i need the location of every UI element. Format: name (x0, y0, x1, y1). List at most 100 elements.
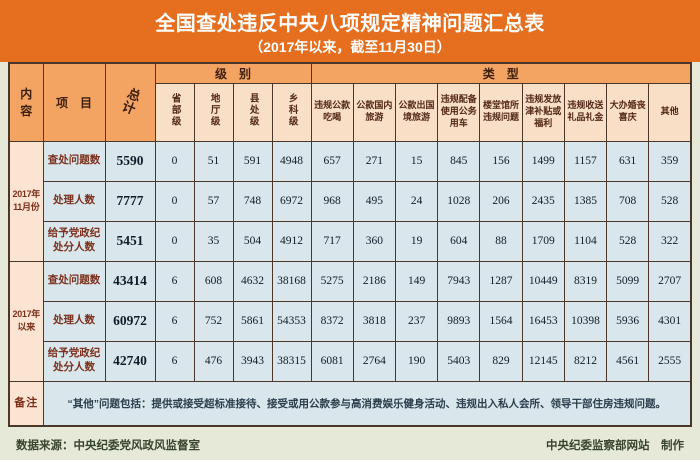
data-cell: 6 (154, 340, 195, 382)
col-header-type-7: 大办婚丧喜庆 (606, 82, 650, 142)
data-cell: 1157 (563, 140, 608, 182)
group-header-level: 级 别 (154, 62, 312, 84)
table-row: 处理人数 60972 6 752 5861 54353 8372 3818 23… (9, 300, 692, 342)
data-cell: 190 (394, 340, 439, 382)
data-cell: 1104 (563, 220, 608, 262)
data-cell: 322 (648, 220, 692, 262)
data-cell: 4912 (271, 220, 312, 262)
data-cell: 19 (394, 220, 439, 262)
data-source-text: 数据来源：中央纪委党风政风监督室 (16, 440, 200, 452)
data-cell: 12145 (521, 340, 565, 382)
col-header-type-0: 违规公款吃喝 (310, 82, 354, 142)
data-cell: 8319 (563, 260, 608, 302)
col-header-total: 总计 (104, 62, 156, 142)
level-vertical-label: 省部级 (169, 92, 181, 128)
row-label: 处理人数 (42, 300, 106, 342)
data-cell: 15 (394, 140, 439, 182)
data-cell: 10449 (521, 260, 565, 302)
data-cell: 6 (154, 260, 195, 302)
col-header-item: 项 目 (42, 62, 106, 142)
col-header-type-4: 楼堂馆所违规问题 (479, 82, 523, 142)
data-cell: 2186 (352, 260, 396, 302)
data-cell: 717 (310, 220, 354, 262)
data-cell: 591 (232, 140, 273, 182)
data-cell: 54353 (271, 300, 312, 342)
data-cell: 829 (479, 340, 523, 382)
note-label: 备注 (8, 380, 44, 427)
data-cell: 6972 (271, 180, 312, 222)
data-cell: 1564 (479, 300, 523, 342)
data-cell: 38168 (271, 260, 312, 302)
data-cell: 35 (193, 220, 234, 262)
data-cell: 149 (394, 260, 439, 302)
data-cell: 528 (606, 220, 650, 262)
data-cell: 604 (437, 220, 481, 262)
data-cell: 38315 (271, 340, 312, 382)
total-cell: 42740 (104, 340, 156, 382)
row-label: 给予党政纪处分人数 (42, 340, 106, 382)
data-cell: 1028 (437, 180, 481, 222)
data-cell: 4948 (271, 140, 312, 182)
table-row: 给予党政纪处分人数 5451 0 35 504 4912 717 360 19 … (9, 220, 692, 262)
data-cell: 51 (193, 140, 234, 182)
data-cell: 3818 (352, 300, 396, 342)
total-cell: 5590 (104, 140, 156, 182)
col-header-type-5: 违规发放津补贴或福利 (521, 82, 565, 142)
page-subtitle: （2017年以来，截至11月30日） (249, 39, 451, 55)
data-cell: 6081 (310, 340, 354, 382)
col-header-type-3: 违规配备使用公务用车 (437, 82, 481, 142)
data-cell: 5861 (232, 300, 273, 342)
total-cell: 7777 (104, 180, 156, 222)
page-title: 全国查处违反中央八项规定精神问题汇总表 (155, 13, 545, 35)
data-cell: 156 (479, 140, 523, 182)
data-cell: 6 (154, 300, 195, 342)
data-cell: 88 (479, 220, 523, 262)
data-cell: 0 (154, 140, 195, 182)
data-cell: 1709 (521, 220, 565, 262)
header-group-row: 内 容 项 目 总计 级 别 类 型 (8, 62, 692, 142)
col-header-level-1: 地厅级 (193, 82, 234, 142)
header-sub-row: 省部级 地厅级 县处级 乡科级 违规公款吃喝 公款国内旅游 公款出国境旅游 违规… (9, 82, 692, 142)
group-header-type: 类 型 (310, 62, 692, 84)
col-header-type-1: 公款国内旅游 (352, 82, 396, 142)
note-text: “其他”问题包括：提供或接受超标准接待、接受或用公款参与高消费娱乐健身活动、违规… (42, 380, 692, 427)
footer: 数据来源：中央纪委党风政风监督室 中央纪委监察部网站 制作 (0, 433, 700, 457)
data-cell: 504 (232, 220, 273, 262)
data-cell: 10398 (563, 300, 608, 342)
col-header-type-6: 违规收送礼品礼金 (563, 82, 608, 142)
note-row: 备注 “其他”问题包括：提供或接受超标准接待、接受或用公款参与高消费娱乐健身活动… (8, 380, 692, 427)
data-cell: 16453 (521, 300, 565, 342)
data-cell: 3943 (232, 340, 273, 382)
data-cell: 476 (193, 340, 234, 382)
row-label: 处理人数 (42, 180, 106, 222)
data-cell: 748 (232, 180, 273, 222)
data-cell: 0 (154, 180, 195, 222)
data-cell: 631 (606, 140, 650, 182)
table-container: 内 容 项 目 总计 级 别 类 型 省部级 地厅级 县处级 乡科级 违规公款吃… (8, 62, 692, 427)
total-cell: 60972 (104, 300, 156, 342)
data-cell: 1287 (479, 260, 523, 302)
data-cell: 4301 (648, 300, 692, 342)
data-cell: 8372 (310, 300, 354, 342)
data-cell: 2555 (648, 340, 692, 382)
summary-table: 内 容 项 目 总计 级 别 类 型 省部级 地厅级 县处级 乡科级 违规公款吃… (8, 62, 692, 427)
title-banner: 全国查处违反中央八项规定精神问题汇总表 （2017年以来，截至11月30日） (0, 0, 700, 62)
data-cell: 5099 (606, 260, 650, 302)
data-cell: 845 (437, 140, 481, 182)
total-cell: 5451 (104, 220, 156, 262)
data-cell: 968 (310, 180, 354, 222)
col-header-level-3: 乡科级 (271, 82, 312, 142)
data-cell: 1499 (521, 140, 565, 182)
level-vertical-label: 县处级 (247, 92, 259, 128)
data-cell: 1385 (563, 180, 608, 222)
data-cell: 359 (648, 140, 692, 182)
data-cell: 2707 (648, 260, 692, 302)
data-cell: 8212 (563, 340, 608, 382)
data-cell: 5275 (310, 260, 354, 302)
data-cell: 2435 (521, 180, 565, 222)
data-cell: 271 (352, 140, 396, 182)
total-rotated-label: 总计 (117, 84, 143, 117)
table-row: 2017年 以来 查处问题数 43414 6 608 4632 38168 52… (8, 260, 692, 382)
col-header-type-2: 公款出国境旅游 (394, 82, 439, 142)
